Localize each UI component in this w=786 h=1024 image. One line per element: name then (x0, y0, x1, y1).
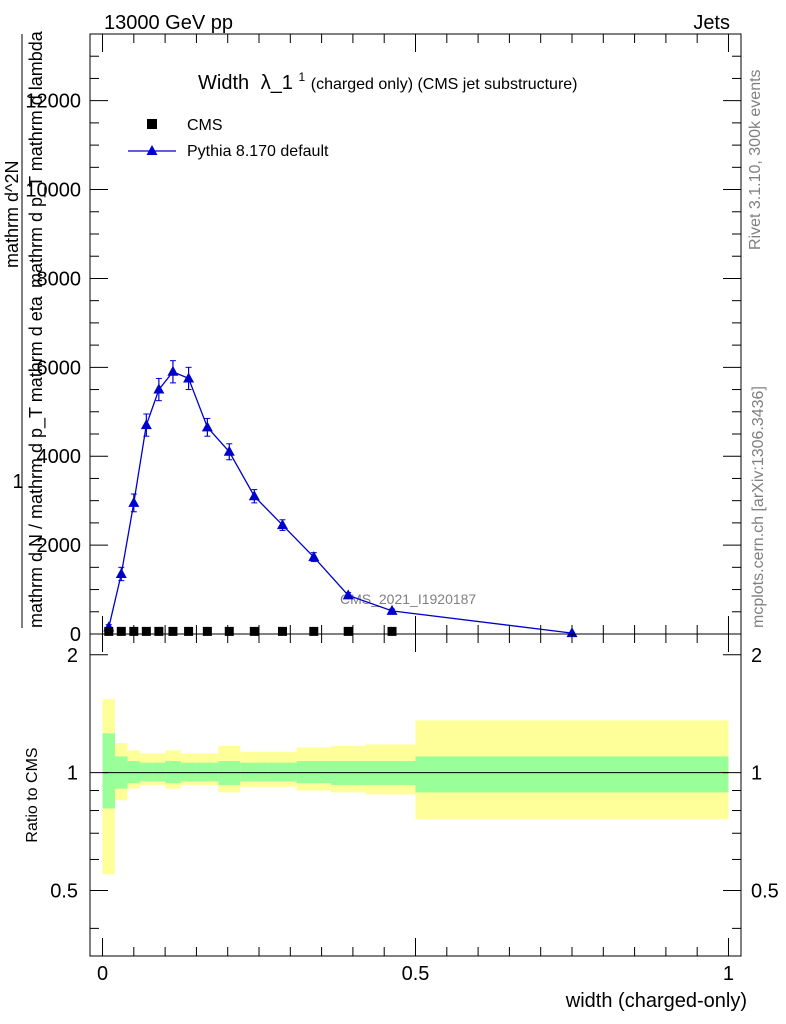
cms-point (277, 626, 287, 636)
cms-point (309, 626, 319, 636)
legend: CMS Pythia 8.170 default (128, 117, 329, 160)
plot-title: Width λ_1 1 (charged only) (CMS jet subs… (198, 64, 578, 94)
main-y-tick-label: 10000 (25, 180, 81, 202)
cms-point (141, 626, 151, 636)
ratio-bands (102, 699, 729, 875)
x-axis-label: width (charged-only) (565, 990, 747, 1012)
ratio-axis-ticks (90, 634, 741, 956)
cms-point (202, 626, 212, 636)
legend-pythia-label: Pythia 8.170 default (187, 143, 329, 160)
legend-cms-marker (147, 119, 157, 129)
legend-cms-label: CMS (187, 117, 223, 134)
cms-point (343, 626, 353, 636)
ylabel-numerator: 1 (12, 471, 23, 493)
ratio-band-inner (152, 762, 166, 782)
rivet-version-label: Rivet 3.1.10, 300k events (747, 69, 764, 250)
pythia-point (128, 496, 140, 507)
header-left: 13000 GeV pp (104, 12, 233, 34)
ratio-panel: 0.5 0.51 12 2 0 0.5 1 Ratio to CMS width (cha… (24, 633, 779, 1012)
ratio-y-tick-label: 2 (67, 645, 78, 667)
ratio-band-inner (140, 762, 153, 782)
title-rest: (charged only) (CMS jet substructure) (311, 76, 578, 93)
cms-point (129, 626, 139, 636)
main-panel: 0 2000 4000 6000 8000 10000 12000 Width λ_1 1 … (2, 30, 742, 646)
ratio-band-inner (196, 762, 219, 782)
cms-point (104, 626, 114, 636)
pythia-point (201, 421, 213, 432)
main-axis-ticks (90, 33, 741, 635)
title-superscript: 1 (299, 70, 306, 84)
pythia-point (183, 372, 195, 383)
pythia-point (386, 604, 398, 615)
pythia-point (342, 589, 354, 600)
main-y-tick-label: 2000 (37, 535, 82, 557)
mcplots-source-label: mcplots.cern.ch [arXiv:1306.3436] (750, 386, 767, 628)
main-y-tick-label: 6000 (37, 357, 82, 379)
ratio-y-tick-label: 0.5 (50, 880, 78, 902)
cms-point (184, 626, 194, 636)
pythia-point (276, 519, 288, 530)
ratio-band-inner (415, 756, 729, 793)
analysis-watermark: CMS_2021_I1920187 (340, 591, 476, 607)
x-tick-labels: 0 0.5 1 (97, 963, 734, 985)
title-lambda: λ_1 (261, 72, 293, 94)
pythia-point (308, 551, 320, 562)
main-y-axis-label: 1 mathrm d N / mathrm d p_T mathrm d eta… (2, 30, 47, 628)
ratio-y-tick-label-right: 1 (751, 763, 762, 785)
main-y-tick-label: 12000 (25, 91, 81, 113)
cms-point (224, 626, 234, 636)
pythia-point (153, 383, 165, 394)
pythia-point (140, 419, 152, 430)
ratio-band-inner (268, 762, 297, 782)
ratio-y-tick-label-right: 2 (751, 645, 762, 667)
ratio-band-inner (102, 733, 116, 809)
pythia-point (566, 627, 578, 638)
ratio-band-inner (180, 762, 197, 782)
cms-point (249, 626, 259, 636)
legend-pythia-marker (146, 145, 158, 155)
main-y-tick-label: 8000 (37, 268, 82, 290)
x-tick-label: 1 (723, 963, 734, 985)
header-right: Jets (693, 12, 730, 34)
pythia-point (248, 490, 260, 501)
ylabel-dN: mathrm d^2N (2, 161, 22, 268)
pythia-point (223, 445, 235, 456)
cms-point (154, 626, 164, 636)
pythia-point (167, 365, 179, 376)
ylabel-dpT-dlambda: mathrm d p_T mathrm d lambda (26, 30, 47, 288)
ratio-y-tick-label: 1 (67, 763, 78, 785)
cms-point (168, 626, 178, 636)
cms-point (116, 626, 126, 636)
ratio-y-tick-labels: 0.5 0.5 1 1 2 2 (50, 645, 779, 903)
main-y-tick-label: 0 (70, 624, 81, 646)
pythia-series (103, 360, 578, 638)
ratio-y-tick-label-right: 0.5 (751, 880, 779, 902)
x-tick-label: 0 (97, 963, 108, 985)
ratio-y-axis-label: Ratio to CMS (24, 747, 41, 842)
pythia-point (115, 568, 127, 578)
title-main: Width (198, 72, 249, 94)
main-y-tick-labels: 0 2000 4000 6000 8000 10000 12000 (25, 91, 81, 646)
ylabel-denominator: mathrm d N / mathrm d p_T mathrm d eta (26, 295, 47, 628)
x-tick-label: 0.5 (402, 963, 430, 985)
main-y-tick-label: 4000 (37, 446, 82, 468)
cms-point (387, 626, 397, 636)
ratio-band-inner (240, 762, 269, 782)
cms-series (104, 626, 397, 636)
